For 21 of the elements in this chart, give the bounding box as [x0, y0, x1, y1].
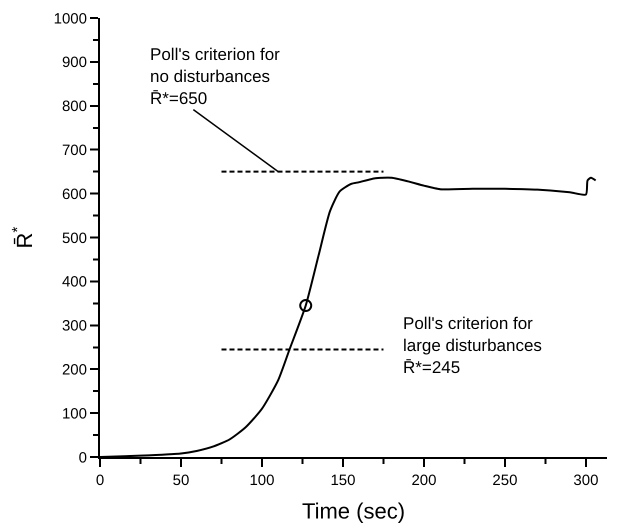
x-axis-title: Time (sec)	[302, 498, 406, 524]
x-tick-label: 100	[249, 472, 274, 489]
y-tick-label: 900	[62, 54, 87, 72]
y-tick-label: 300	[62, 318, 87, 335]
y-tick-label: 800	[62, 98, 87, 116]
y-tick-label: 200	[62, 361, 87, 378]
x-tick-label: 300	[573, 472, 598, 489]
y-tick-label: 100	[62, 405, 87, 422]
y-tick-label: 700	[62, 142, 87, 159]
y-tick-label: 400	[62, 274, 87, 291]
y-tick-label: 500	[62, 230, 87, 247]
x-tick-label: 50	[172, 472, 190, 489]
annotation: Poll's criterion for large disturbances R̄*=245	[403, 314, 542, 378]
x-tick-label: 200	[411, 472, 436, 489]
x-tick-label: 0	[96, 472, 104, 489]
x-tick-label: 150	[330, 472, 356, 489]
annotation: Poll's criterion for no disturbances R̄*=650	[150, 45, 280, 108]
y-tick-label: 1000	[54, 10, 87, 28]
y-tick-label: 0	[78, 449, 87, 466]
x-tick-label: 250	[492, 472, 518, 489]
y-tick-label: 600	[62, 186, 87, 203]
